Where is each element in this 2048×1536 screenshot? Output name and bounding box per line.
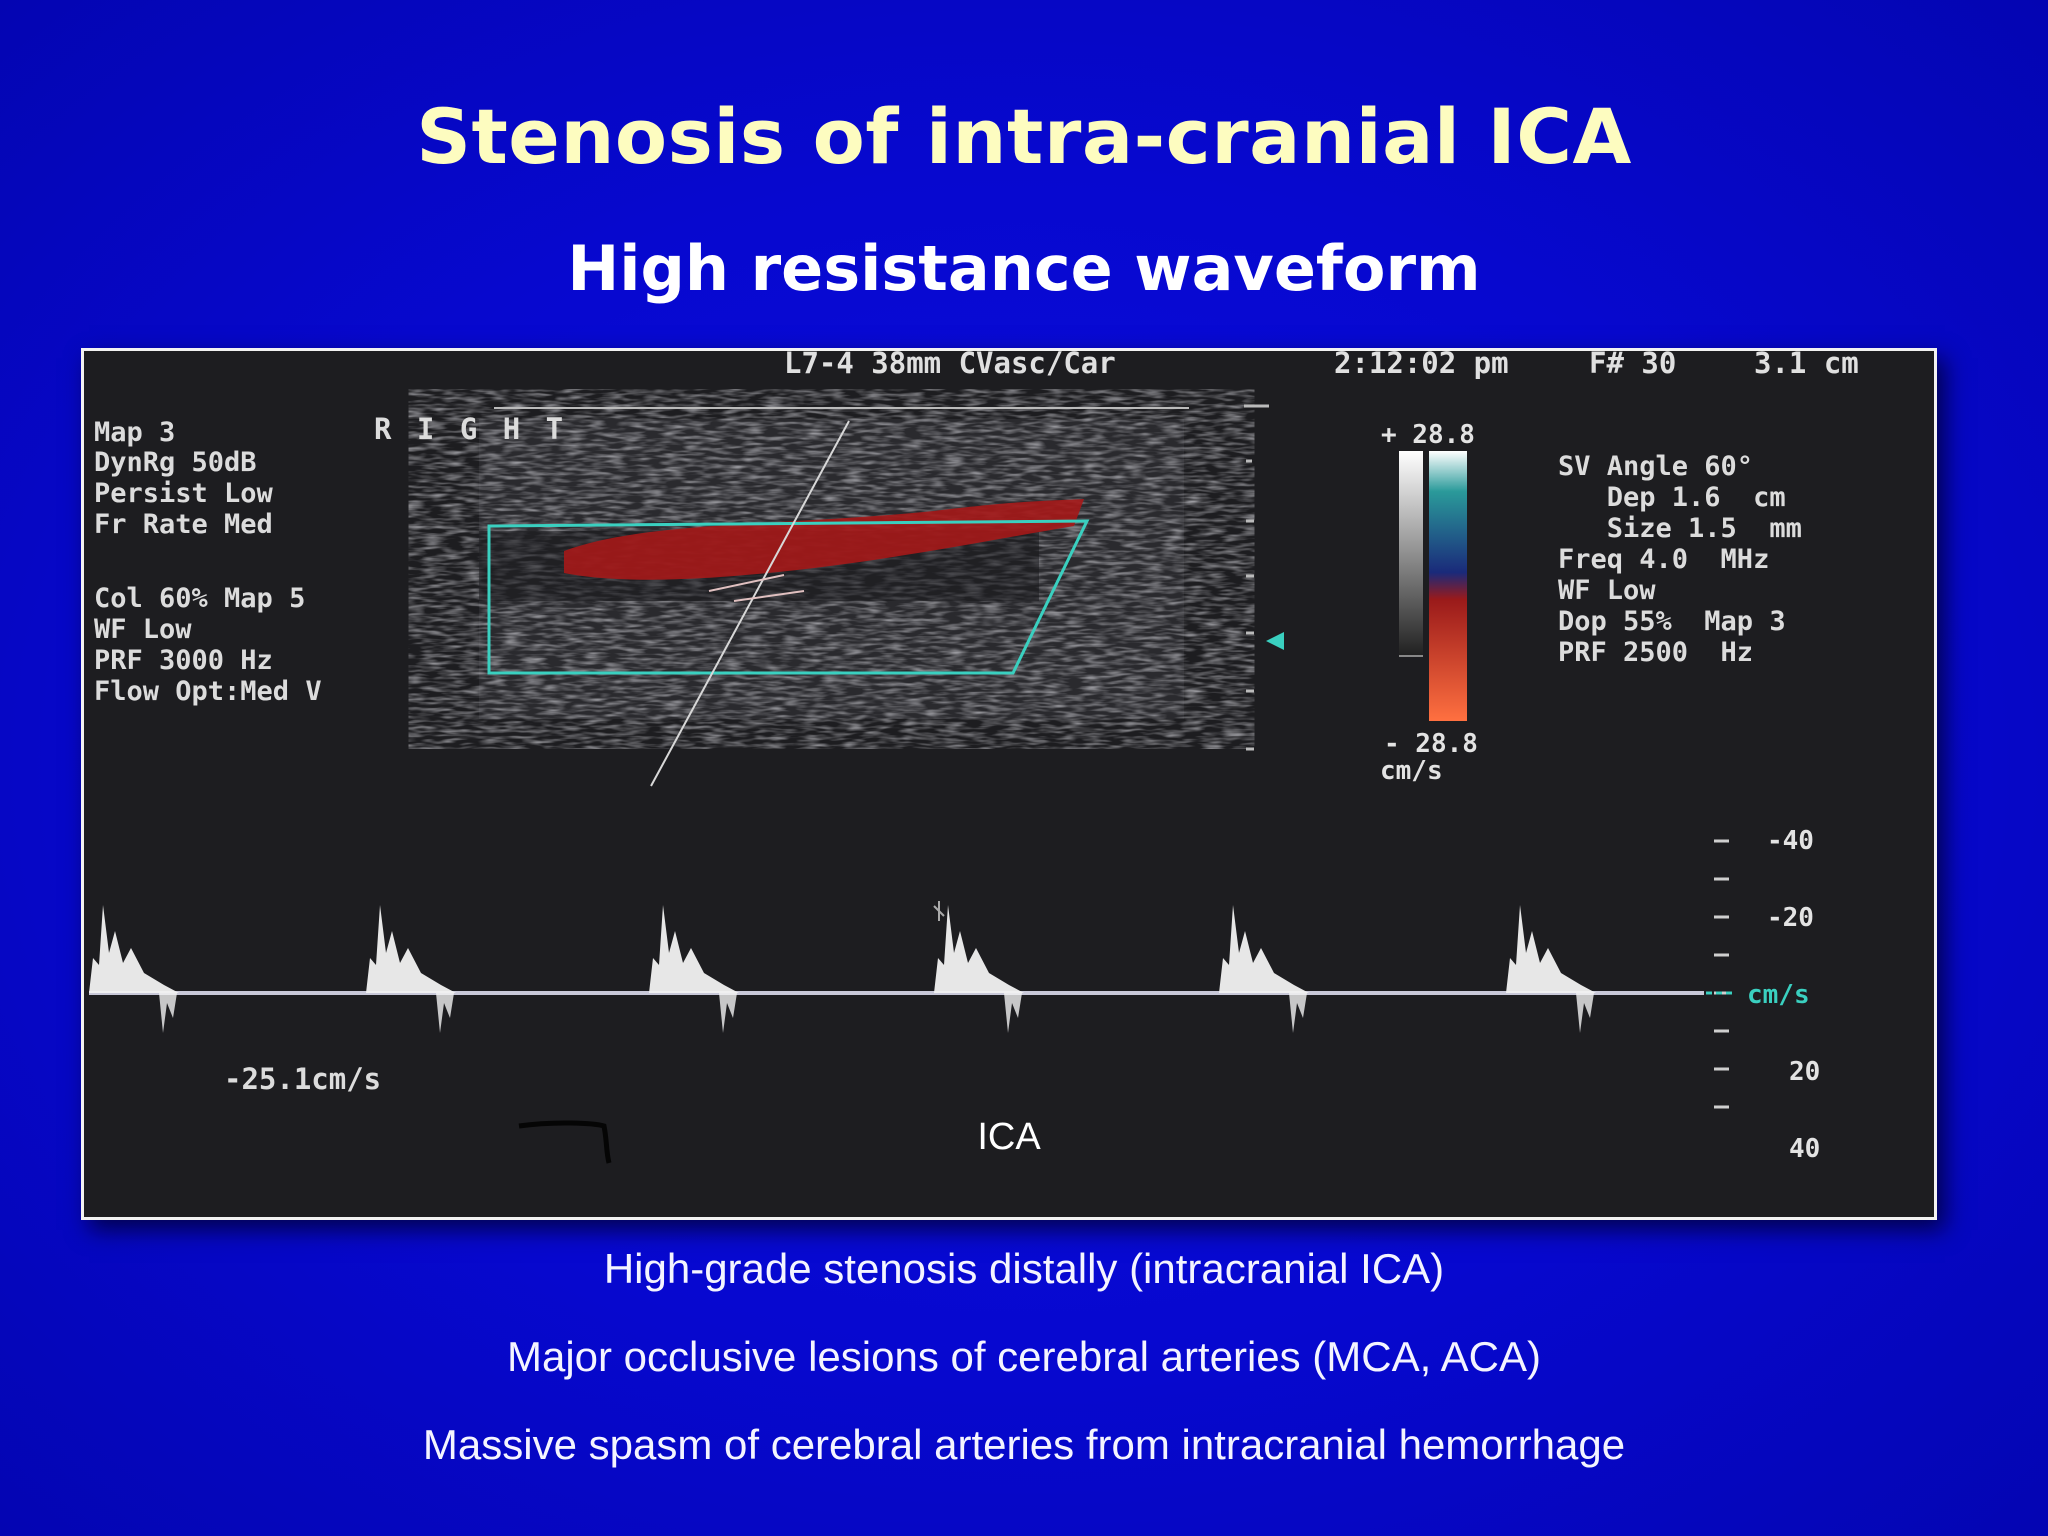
velocity-scale: -40 -20 cm/s 20 40 xyxy=(1714,826,1820,1164)
param-flowopt: Flow Opt:Med V xyxy=(94,676,322,707)
depth-label: 3.1 cm xyxy=(1754,351,1859,380)
waveform-reverse-flow xyxy=(159,993,177,1033)
param-prf-right: PRF 2500 Hz xyxy=(1558,637,1753,668)
velocity-tick: 20 xyxy=(1789,1057,1820,1087)
waveform-reverse-flow xyxy=(1004,993,1022,1033)
color-scale-bottom: - 28.8 xyxy=(1384,729,1478,759)
slide-title: Stenosis of intra-cranial ICA xyxy=(416,92,1632,181)
waveform-reverse-flow xyxy=(1289,993,1307,1033)
param-frrate: Fr Rate Med xyxy=(94,509,273,540)
slide-subtitle: High resistance waveform xyxy=(567,232,1481,305)
velocity-tick: -40 xyxy=(1767,826,1814,856)
doppler-waveform xyxy=(89,901,1734,1033)
param-sv-angle: SV Angle 60° xyxy=(1558,451,1753,482)
frame-label: F# 30 xyxy=(1589,351,1676,380)
side-label: R I G H T xyxy=(374,412,567,446)
vessel-caption: ICA xyxy=(977,1116,1041,1158)
bullet-item: High-grade stenosis distally (intracrani… xyxy=(603,1245,1445,1292)
param-dop: Dop 55% Map 3 xyxy=(1558,606,1786,637)
waveform-systolic-peak xyxy=(934,905,1024,993)
velocity-measurement: -25.1cm/s xyxy=(224,1062,381,1096)
waveform-reverse-flow xyxy=(436,993,454,1033)
param-persist: Persist Low xyxy=(94,478,274,509)
bullet-item: Massive spasm of cerebral arteries from … xyxy=(422,1421,1626,1468)
color-scale-unit: cm/s xyxy=(1380,756,1443,786)
time-label: 2:12:02 pm xyxy=(1334,351,1509,380)
depth-ticks xyxy=(1244,404,1269,751)
waveform-systolic-peak xyxy=(1506,905,1596,993)
waveform-systolic-peak xyxy=(649,905,739,993)
color-scale-top: + 28.8 xyxy=(1381,420,1475,450)
waveform-reverse-flow xyxy=(719,993,737,1033)
probe-label: L7-4 38mm CVasc/Car xyxy=(784,351,1116,380)
b-mode-image xyxy=(479,407,1189,787)
focus-marker-icon xyxy=(1266,632,1284,650)
ultrasound-svg: L7-4 38mm CVasc/Car 2:12:02 pm F# 30 3.1… xyxy=(89,351,1859,1164)
waveform-systolic-peak xyxy=(89,905,179,993)
waveform-reverse-flow xyxy=(1576,993,1594,1033)
param-prf: PRF 3000 Hz xyxy=(94,645,273,676)
waveform-systolic-peak xyxy=(1219,905,1309,993)
param-map: Map 3 xyxy=(94,417,175,448)
param-freq: Freq 4.0 MHz xyxy=(1558,544,1769,575)
param-dynrg: DynRg 50dB xyxy=(94,447,257,478)
ultrasound-image: L7-4 38mm CVasc/Car 2:12:02 pm F# 30 3.1… xyxy=(81,348,1937,1220)
velocity-tick: -20 xyxy=(1767,903,1814,933)
param-wf-right: WF Low xyxy=(1558,575,1656,606)
waveform-systolic-peak xyxy=(366,905,456,993)
left-parameters: Map 3 DynRg 50dB Persist Low Fr Rate Med… xyxy=(94,417,322,707)
param-dep: Dep 1.6 cm xyxy=(1558,482,1786,513)
param-size: Size 1.5 mm xyxy=(1558,513,1802,544)
bullet-item: Major occlusive lesions of cerebral arte… xyxy=(506,1333,1541,1380)
right-parameters: SV Angle 60° Dep 1.6 cm Size 1.5 mm Freq… xyxy=(1558,451,1802,668)
velocity-tick: 40 xyxy=(1789,1134,1820,1164)
param-col: Col 60% Map 5 xyxy=(94,583,305,614)
color-scale: + 28.8 - 28.8 cm/s xyxy=(1380,420,1478,786)
param-wf: WF Low xyxy=(94,614,192,645)
caliper-mark xyxy=(518,1120,612,1164)
velocity-unit: cm/s xyxy=(1747,980,1810,1010)
